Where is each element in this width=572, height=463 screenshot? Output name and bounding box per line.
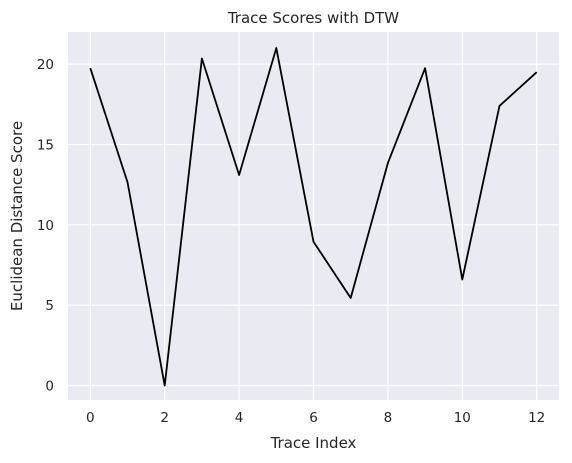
x-tick-label: 12 <box>528 410 545 426</box>
y-axis-label: Euclidean Distance Score <box>8 121 26 311</box>
y-tick-label: 5 <box>45 298 54 314</box>
x-tick-label: 2 <box>160 410 169 426</box>
tick-labels: 0 2 4 6 8 10 12 0 5 10 15 20 <box>37 57 545 426</box>
chart-title: Trace Scores with DTW <box>227 9 399 27</box>
y-tick-label: 0 <box>45 379 54 395</box>
x-tick-label: 4 <box>235 410 244 426</box>
x-tick-label: 10 <box>454 410 471 426</box>
y-tick-label: 15 <box>37 137 54 153</box>
series-layer <box>89 47 538 387</box>
x-axis-label: Trace Index <box>270 434 357 452</box>
x-tick-label: 8 <box>384 410 393 426</box>
series-line <box>89 47 538 387</box>
x-tick-label: 0 <box>86 410 95 426</box>
y-tick-label: 20 <box>37 57 54 73</box>
y-tick-label: 10 <box>37 218 54 234</box>
x-tick-label: 6 <box>309 410 318 426</box>
